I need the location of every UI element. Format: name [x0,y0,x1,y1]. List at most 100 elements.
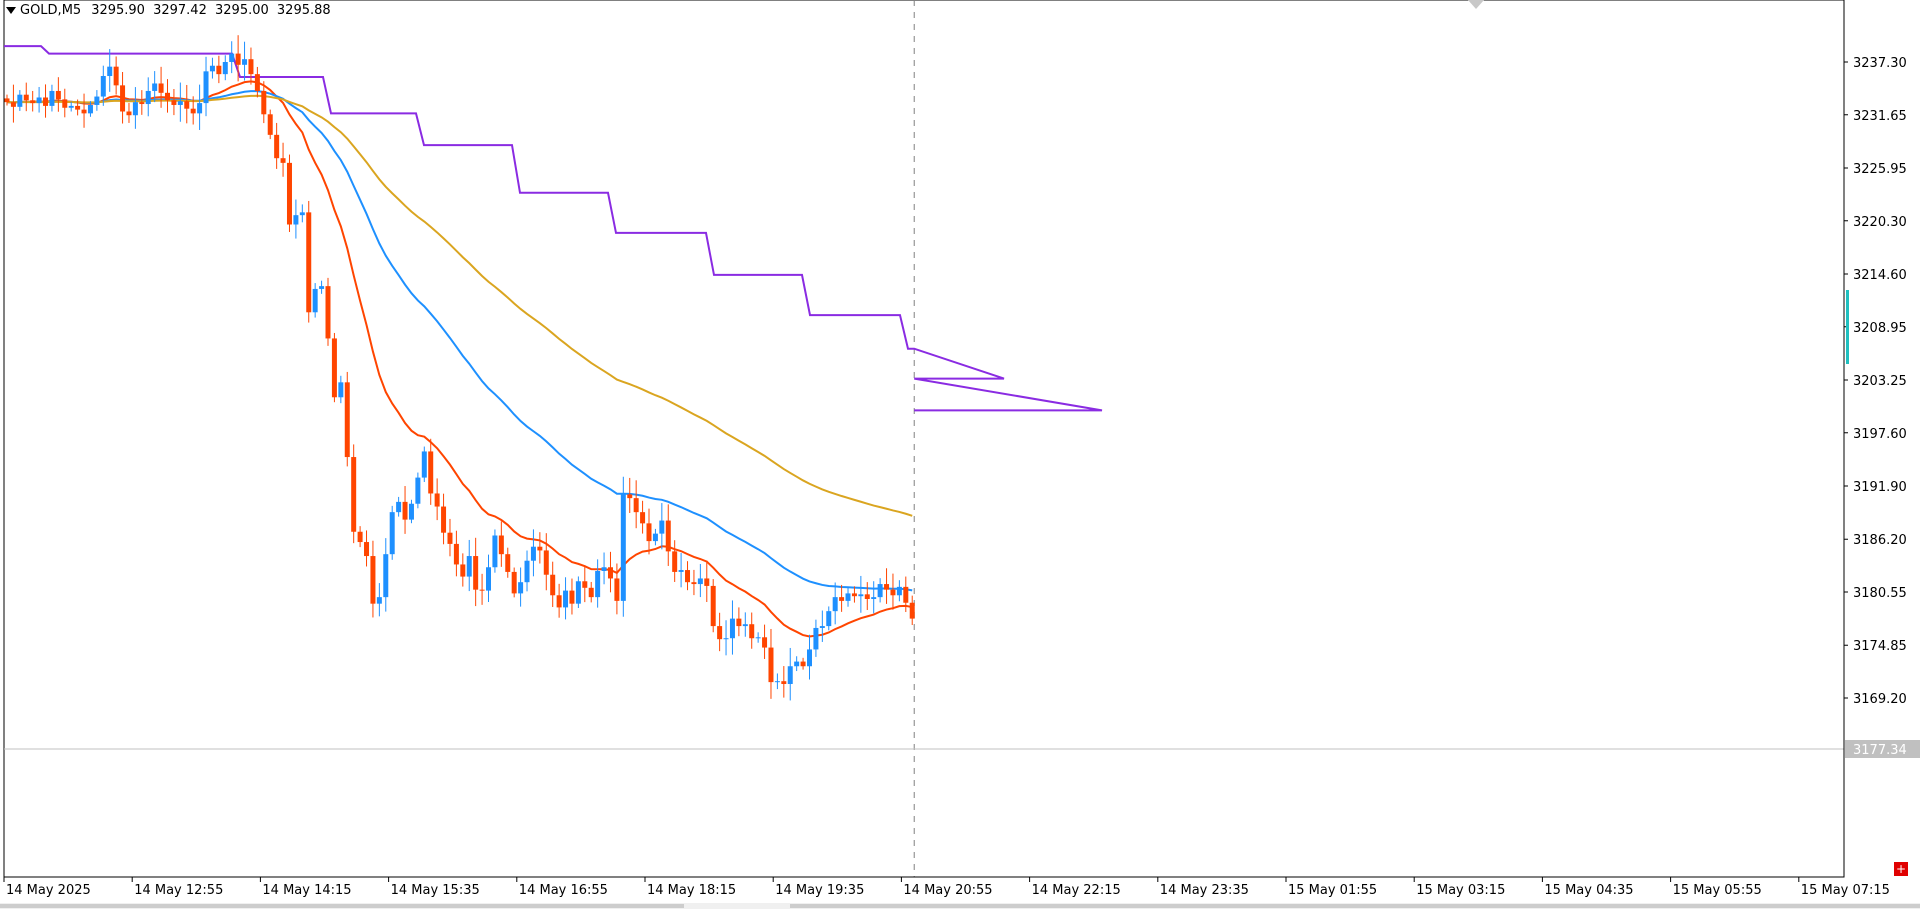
dropdown-triangle-icon[interactable] [6,7,16,14]
scrollbar-thumb-left[interactable] [0,904,684,908]
candle-body [492,535,498,568]
candle-body [903,586,909,603]
x-tick-label: 15 May 04:35 [1544,883,1633,898]
candle-body [165,92,170,101]
candle-body [575,581,581,604]
candle-body [216,65,222,75]
candle-body [428,451,434,494]
step-indicator-line [4,45,1103,412]
candle-body [447,532,453,544]
candle-body [505,554,511,572]
candle-body [607,567,613,579]
x-tick-label: 14 May 23:35 [1160,883,1249,898]
candle-body [466,556,472,577]
candle-body [254,74,260,91]
x-tick-label: 15 May 07:15 [1801,883,1890,898]
candle-body [10,102,16,107]
candle-body [768,647,774,683]
candle-body [30,100,36,104]
candle-body [94,96,100,105]
candle-body [441,506,447,533]
chart-header: GOLD,M5 3295.90 3297.42 3295.00 3295.88 [6,3,335,18]
candle-body [434,493,440,507]
candle-body [197,103,203,114]
chart-shift-marker[interactable] [1468,0,1484,9]
candle-body [331,338,337,398]
candle-body [620,494,626,601]
candle-body [537,546,543,551]
candle-body [261,90,267,115]
candle-body [800,661,806,667]
candle-body [742,624,748,627]
candle-body [633,498,639,513]
candle-body [383,554,389,598]
candle-body [672,551,678,572]
high-value: 3297.42 [153,3,207,18]
x-tick-label: 14 May 19:35 [775,883,864,898]
candle-body [774,681,780,683]
ohlc-readout: 3295.90 3297.42 3295.00 3295.88 [91,3,334,18]
x-tick-label: 15 May 05:55 [1673,883,1762,898]
candle-body [152,83,158,91]
candle-body [486,567,491,591]
candle-body [293,215,299,225]
x-tick-label: 14 May 18:15 [647,883,736,898]
add-indicator-icon[interactable]: + [1894,862,1908,876]
x-tick-label: 14 May 16:55 [519,883,608,898]
current-price-label: 3177.34 [1853,743,1907,758]
x-tick-label: 15 May 03:15 [1416,883,1505,898]
candle-body [132,102,138,116]
y-tick-label: 3225.95 [1853,162,1907,177]
y-axis: 3237.30 3231.65 3225.95 3220.30 3214.60 3208.… [1843,0,1907,877]
candle-body [717,626,723,640]
candle-body [710,585,716,627]
candle-body [81,109,87,114]
candle-body [884,584,890,590]
candle-body [479,589,485,591]
candle-body [530,546,536,561]
symbol-label: GOLD,M5 [20,3,82,18]
x-tick-label: 14 May 2025 [6,883,91,898]
candle-body [704,578,710,586]
candle-body [139,102,145,105]
candle-body [222,62,228,75]
candle-body [524,560,530,583]
candle-body [453,543,459,565]
candle-body [646,523,652,542]
candle-body [235,53,241,65]
candle-body [126,111,132,116]
y-tick-label: 3169.20 [1853,692,1907,707]
close-value: 3295.88 [276,3,331,18]
x-tick-label: 15 May 01:55 [1288,883,1377,898]
candle-body [229,53,235,62]
candle-body [55,90,61,100]
candle-body [498,535,504,555]
candle-body [23,94,29,101]
candle-body [877,584,883,598]
candle-body [601,567,607,571]
candle-body [171,100,177,105]
candle-body [87,104,93,114]
y-tick-label: 3231.65 [1853,109,1907,124]
candle-body [569,590,575,604]
candle-body [203,71,209,104]
candle-body [556,595,562,608]
candle-body [614,578,620,601]
candle-body [659,520,665,534]
candle-body [49,90,55,106]
candle-body [242,59,248,65]
candle-body [351,457,357,532]
candle-body [813,627,819,650]
candle-body [338,382,344,398]
candle-body [794,661,800,667]
candle-body [563,590,569,608]
candle-body [723,638,729,640]
candle-body [582,581,588,588]
scrollbar-thumb-right[interactable] [790,904,1920,908]
candle-body [75,105,81,110]
candle-body [325,286,331,339]
candle-body [736,618,742,627]
candle-body [113,66,119,86]
